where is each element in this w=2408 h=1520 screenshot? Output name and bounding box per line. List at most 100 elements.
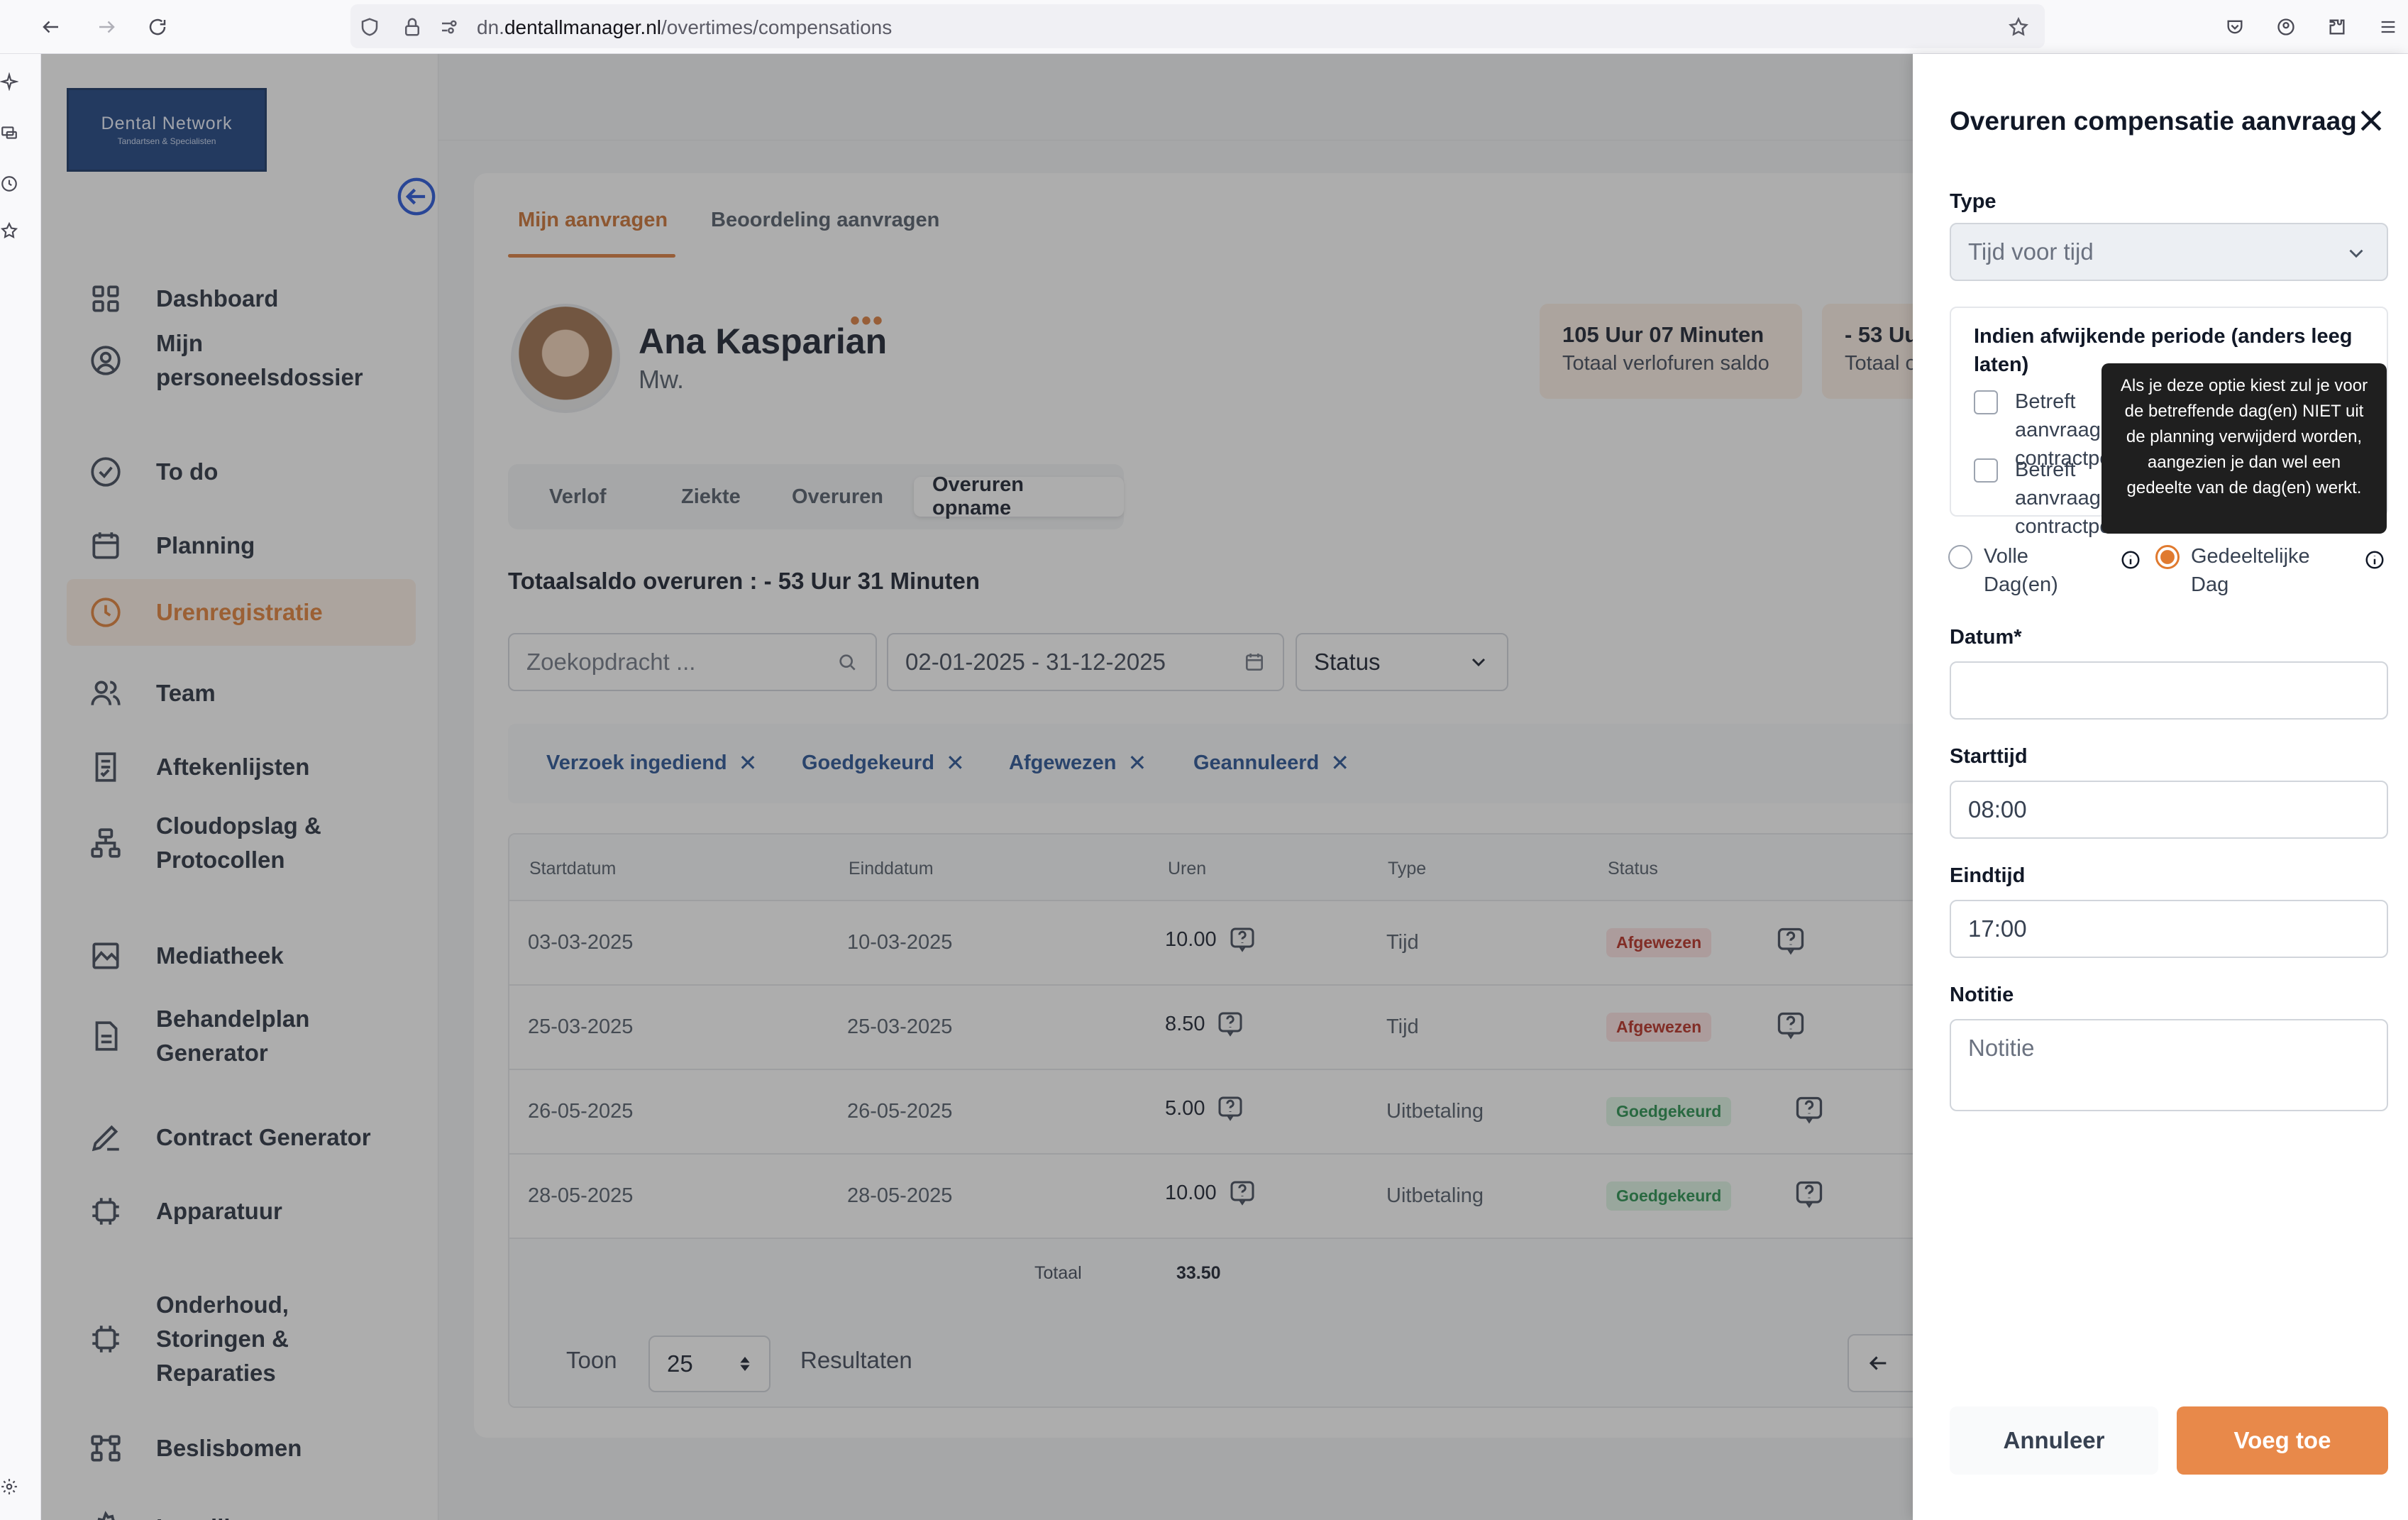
comment-icon[interactable] [1775,1010,1806,1041]
logo-text: Dental Network [101,114,233,133]
info-icon[interactable] [2364,549,2385,571]
sidebar-item-label: Instellingen [156,1511,397,1520]
table-row[interactable]: 28-05-2025 28-05-2025 10.00 Uitbetaling … [509,1155,1961,1239]
radio-button[interactable] [2155,545,2180,569]
period-title: Indien afwijkende periode (anders leeg l… [1974,325,2353,376]
table-row[interactable]: 25-03-2025 25-03-2025 8.50 Tijd Afgeweze… [509,986,1961,1070]
sidebar-item-mediatheek[interactable]: Mediatheek [67,921,416,991]
sidebar-item-urenregistratie[interactable]: Urenregistratie [67,579,416,646]
type-select[interactable]: Tijd voor tijd [1950,223,2388,281]
date-range-input[interactable]: 02-01-2025 - 31-12-2025 [887,633,1284,691]
sidebar-item-todo[interactable]: To do [67,437,416,507]
add-button[interactable]: Voeg toe [2177,1406,2388,1475]
cell-type: Uitbetaling [1386,1100,1484,1123]
back-icon[interactable] [35,11,67,43]
radio-partial-day[interactable]: Gedeeltelijke Dag [2155,542,2326,599]
bookmark-star-icon[interactable] [2008,16,2029,38]
chip-goedgekeurd[interactable]: Goedgekeurd ✕ [802,749,965,776]
close-icon[interactable]: ✕ [1330,750,1350,776]
history-icon[interactable] [0,175,18,193]
forward-icon[interactable] [91,11,122,43]
radio-button[interactable] [1948,545,1972,569]
comment-icon[interactable] [1216,1094,1244,1123]
sidebar-item-contract-generator[interactable]: Contract Generator [67,1103,416,1172]
sidebar-item-aftekenlijsten[interactable]: Aftekenlijsten [67,732,416,802]
radio-full-days[interactable]: Volle Dag(en) [1948,542,2104,599]
close-icon[interactable]: ✕ [738,750,758,776]
search-input[interactable]: Zoekopdracht ... [508,633,877,691]
start-time-label: Starttijd [1950,745,2028,768]
sidebar-item-label: To do [156,458,219,485]
status-select-value: Status [1314,649,1381,675]
sidebar-item-personeelsdossier[interactable]: Mijn personeelsdossier [67,316,416,404]
sidebar-item-label: Aftekenlijsten [156,754,310,780]
start-time-input[interactable]: 08:00 [1950,781,2388,839]
comment-icon[interactable] [1794,1179,1825,1210]
close-icon[interactable]: ✕ [1127,750,1147,776]
subtab-overuren-opname[interactable]: Overuren opname [914,473,1124,519]
dental-network-logo[interactable]: Dental Network Tandartsen & Specialisten [67,88,267,172]
checkbox[interactable] [1974,458,1998,483]
table-row[interactable]: 26-05-2025 26-05-2025 5.00 Uitbetaling G… [509,1070,1961,1155]
comment-icon[interactable] [1794,1094,1825,1125]
menu-icon[interactable] [2373,11,2404,43]
subtab-ziekte[interactable]: Ziekte [681,485,741,508]
synced-tabs-icon[interactable] [0,123,18,142]
modal-backdrop[interactable] [41,54,1913,1520]
status-select[interactable]: Status [1296,633,1508,691]
sidebar-item-beslisbomen[interactable]: Beslisbomen [67,1414,416,1483]
sidebar-item-instellingen[interactable]: Instellingen [67,1493,416,1520]
checkbox[interactable] [1974,390,1998,414]
hours-value: 8.50 [1165,1012,1205,1035]
sidebar-item-apparatuur[interactable]: Apparatuur [67,1177,416,1246]
per-page-select[interactable]: 25 [648,1335,771,1392]
chip-geannuleerd[interactable]: Geannuleerd ✕ [1193,749,1349,776]
reload-icon[interactable] [142,11,173,43]
sidebar-item-onderhoud[interactable]: Onderhoud, Storingen & Reparaties [67,1286,416,1392]
collapse-sidebar-icon[interactable] [396,176,437,217]
tab-beoordeling-aanvragen[interactable]: Beoordeling aanvragen [711,209,940,231]
comment-icon[interactable] [1228,1179,1257,1207]
date-input[interactable] [1950,661,2388,720]
chip-verzoek-ingediend[interactable]: Verzoek ingediend ✕ [546,749,757,776]
subtab-overuren[interactable]: Overuren [792,485,883,508]
subtab-verlof[interactable]: Verlof [549,485,607,508]
address-bar[interactable]: dn.dentallmanager.nl/overtimes/compensat… [350,4,2045,48]
url-text: dn.dentallmanager.nl/overtimes/compensat… [477,16,893,38]
tab-mijn-aanvragen[interactable]: Mijn aanvragen [518,209,668,231]
cell-type: Uitbetaling [1386,1184,1484,1207]
person-name: Ana Kasparian [639,321,888,361]
cell-start: 26-05-2025 [528,1100,634,1123]
total-value: 33.50 [1176,1263,1221,1283]
pocket-icon[interactable] [2219,11,2250,43]
sidebar-item-team[interactable]: Team [67,659,416,728]
cancel-button[interactable]: Annuleer [1950,1406,2158,1475]
bookmarks-icon[interactable] [0,221,18,240]
close-icon[interactable]: ✕ [945,750,965,776]
info-icon[interactable] [2120,549,2141,571]
sidebar-item-dashboard[interactable]: Dashboard [67,264,416,334]
sidebar-item-label: Contract Generator [156,1124,371,1150]
comment-icon[interactable] [1775,925,1806,957]
table-header: Startdatum Einddatum Uren Type Status [509,835,1961,901]
comment-icon[interactable] [1228,925,1257,954]
extensions-icon[interactable] [2321,11,2353,43]
comment-icon[interactable] [1216,1010,1244,1038]
close-icon[interactable] [2355,105,2387,136]
pen-icon [88,1120,123,1155]
end-time-input[interactable]: 17:00 [1950,900,2388,958]
more-options-icon[interactable]: ••• [850,305,885,336]
sidebar-item-behandelplan[interactable]: Behandelplan Generator [67,992,416,1080]
sidebar-item-planning[interactable]: Planning [67,511,416,580]
sidebar-item-cloudopslag[interactable]: Cloudopslag & Protocollen [67,799,416,887]
cell-type: Tijd [1386,1015,1419,1038]
calendar-icon [1243,651,1266,673]
gear-icon[interactable] [0,1477,18,1496]
user-circle-icon [88,343,123,378]
sparkle-icon[interactable] [0,72,18,91]
note-textarea[interactable]: Notitie [1950,1019,2388,1111]
table-row[interactable]: 03-03-2025 10-03-2025 10.00 Tijd Afgewez… [509,901,1961,986]
chip-afgewezen[interactable]: Afgewezen ✕ [1009,749,1147,776]
account-icon[interactable] [2270,11,2302,43]
top-header [438,54,1913,141]
